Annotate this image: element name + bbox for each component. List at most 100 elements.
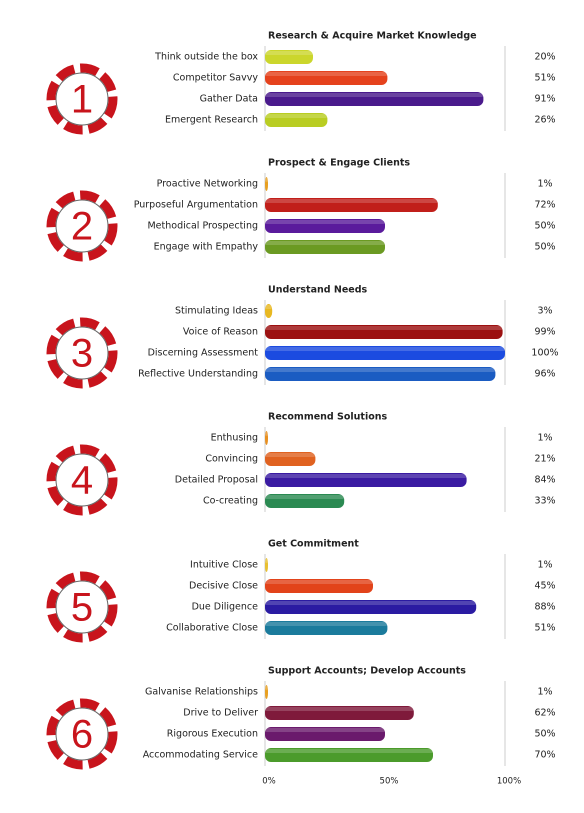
bar-shine xyxy=(265,749,433,753)
value-label: 62% xyxy=(534,708,555,719)
value-label: 84% xyxy=(534,475,555,486)
bar-shine xyxy=(265,686,268,690)
category-label: Co-creating xyxy=(203,496,258,507)
bar-shine xyxy=(265,559,268,563)
category-label: Drive to Deliver xyxy=(183,708,258,719)
badge-inner xyxy=(55,199,109,253)
category-label: Due Diligence xyxy=(192,602,259,613)
badge-inner xyxy=(55,707,109,761)
bar xyxy=(265,685,268,699)
value-label: 20% xyxy=(534,52,555,63)
badge-number: 5 xyxy=(71,586,93,630)
category-label: Discerning Assessment xyxy=(148,348,259,359)
value-label: 72% xyxy=(534,200,555,211)
bar xyxy=(265,177,268,191)
badge-inner xyxy=(55,326,109,380)
value-label: 88% xyxy=(534,602,555,613)
badge-number: 3 xyxy=(71,332,93,376)
x-tick-label: 0% xyxy=(262,777,276,787)
category-label: Think outside the box xyxy=(154,52,258,63)
value-label: 51% xyxy=(534,623,555,634)
bar-shine xyxy=(265,178,268,182)
badge-ring xyxy=(46,190,118,262)
bar-shine xyxy=(265,51,313,55)
bar-shine xyxy=(265,728,385,732)
category-label: Decisive Close xyxy=(189,581,258,592)
value-label: 1% xyxy=(537,560,552,571)
badge-number: 1 xyxy=(71,78,93,122)
bar-shine xyxy=(265,114,328,118)
value-label: 1% xyxy=(537,433,552,444)
value-label: 1% xyxy=(537,179,552,190)
bar xyxy=(265,431,268,445)
bar xyxy=(265,367,496,381)
bar-shine xyxy=(265,474,467,478)
bar xyxy=(265,304,273,318)
bar xyxy=(265,452,316,466)
bar-shine xyxy=(265,199,438,203)
category-label: Collaborative Close xyxy=(166,623,258,634)
category-label: Proactive Networking xyxy=(157,179,258,190)
badge-ring xyxy=(46,444,118,516)
value-label: 91% xyxy=(534,94,555,105)
badge-number: 4 xyxy=(71,459,93,503)
bar xyxy=(265,71,388,85)
bar xyxy=(265,219,385,233)
bar-shine xyxy=(265,580,373,584)
badge-ring xyxy=(46,571,118,643)
badge-inner xyxy=(55,453,109,507)
category-label: Stimulating Ideas xyxy=(175,306,258,317)
badge-inner xyxy=(55,580,109,634)
category-label: Emergent Research xyxy=(165,115,258,126)
x-tick-label: 50% xyxy=(380,777,399,787)
x-tick-label: 100% xyxy=(497,777,521,787)
bar-shine xyxy=(265,622,388,626)
bar-shine xyxy=(265,72,388,76)
bar xyxy=(265,473,467,487)
category-label: Competitor Savvy xyxy=(173,73,258,84)
value-label: 70% xyxy=(534,750,555,761)
section-title: Understand Needs xyxy=(268,285,368,296)
badge-number: 2 xyxy=(71,205,93,249)
value-label: 26% xyxy=(534,115,555,126)
section-title: Get Commitment xyxy=(268,539,359,550)
section-title: Research & Acquire Market Knowledge xyxy=(268,31,477,42)
bar-shine xyxy=(265,347,505,351)
bar xyxy=(265,727,385,741)
value-label: 3% xyxy=(537,306,552,317)
category-label: Convincing xyxy=(205,454,258,465)
bar xyxy=(265,198,438,212)
value-label: 50% xyxy=(534,729,555,740)
value-label: 96% xyxy=(534,369,555,380)
section-title: Recommend Solutions xyxy=(268,412,388,423)
value-label: 1% xyxy=(537,687,552,698)
section-title: Prospect & Engage Clients xyxy=(268,158,410,169)
category-label: Accommodating Service xyxy=(143,750,258,761)
bar xyxy=(265,558,268,572)
bar-shine xyxy=(265,453,316,457)
value-label: 45% xyxy=(534,581,555,592)
category-label: Intuitive Close xyxy=(190,560,258,571)
category-label: Voice of Reason xyxy=(183,327,258,338)
category-label: Detailed Proposal xyxy=(175,475,258,486)
bar xyxy=(265,600,477,614)
value-label: 50% xyxy=(534,221,555,232)
bar xyxy=(265,240,385,254)
badge-inner xyxy=(55,72,109,126)
bar xyxy=(265,346,505,360)
category-label: Purposeful Argumentation xyxy=(134,200,258,211)
badge-number: 6 xyxy=(71,713,93,757)
badge-ring xyxy=(46,698,118,770)
bar-shine xyxy=(265,220,385,224)
bar xyxy=(265,621,388,635)
bar xyxy=(265,325,503,339)
category-label: Gather Data xyxy=(200,94,258,105)
bar-shine xyxy=(265,368,496,372)
bar-shine xyxy=(265,305,273,309)
bar-shine xyxy=(265,707,414,711)
category-label: Engage with Empathy xyxy=(154,242,259,253)
bar-shine xyxy=(265,326,503,330)
badge-ring xyxy=(46,317,118,389)
